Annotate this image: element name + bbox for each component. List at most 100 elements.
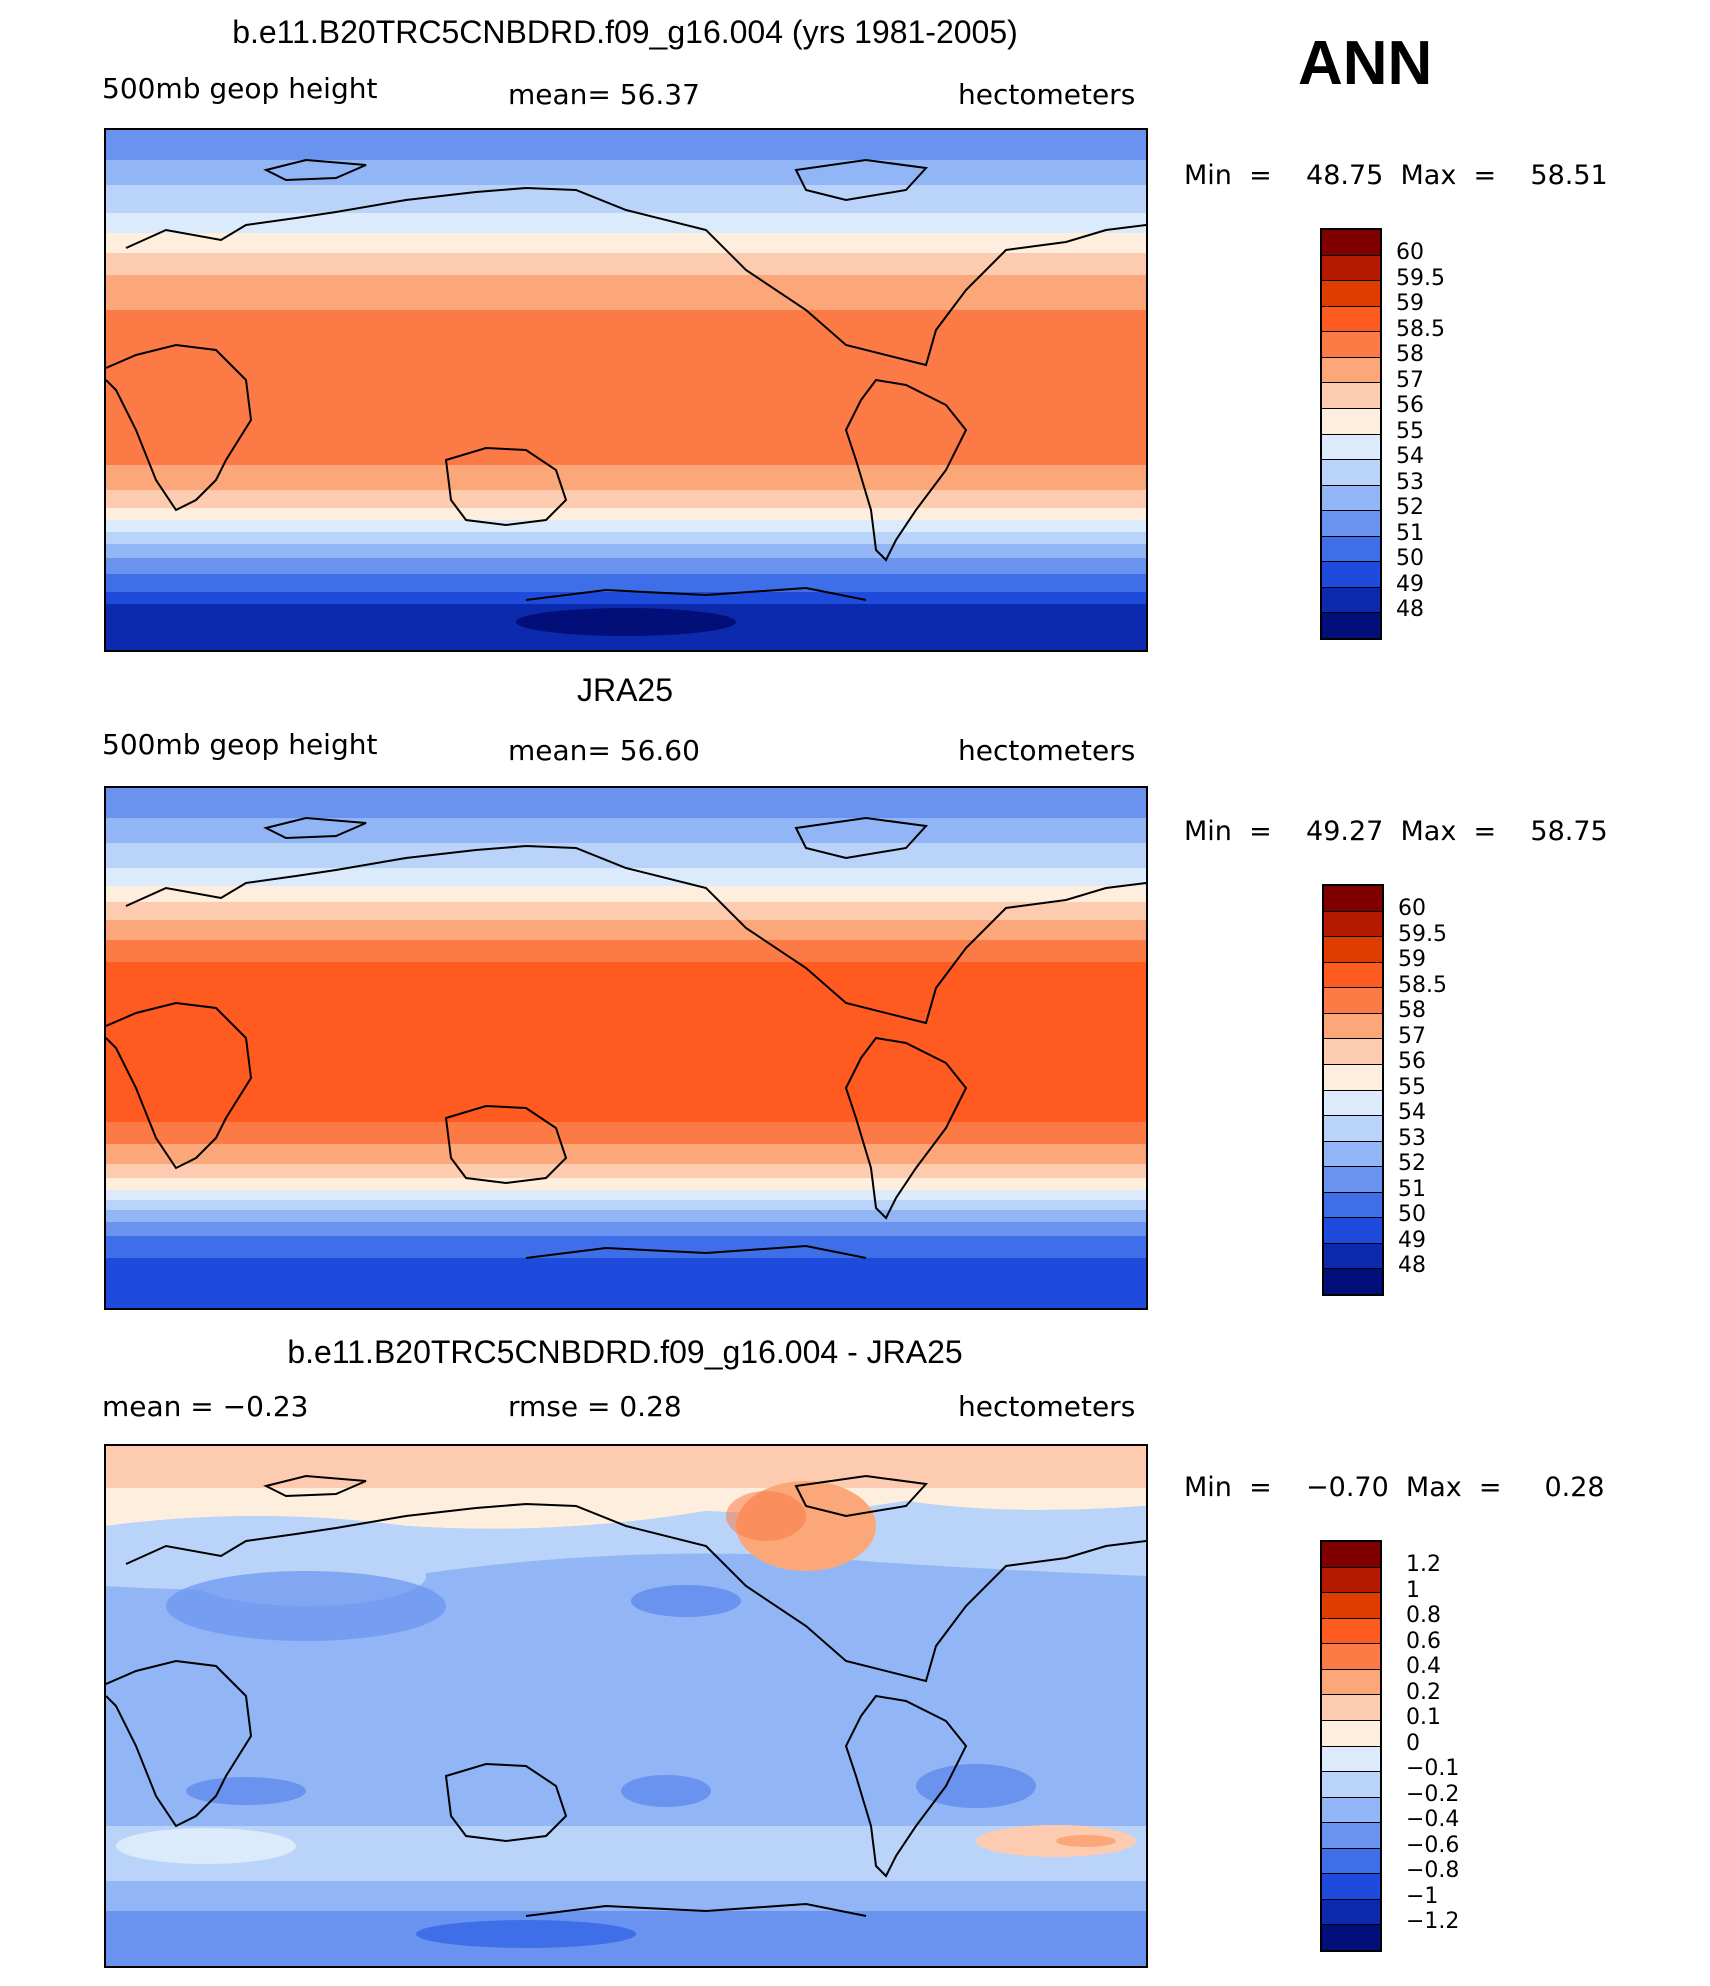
colorbar-swatch (1322, 1669, 1380, 1696)
colorbar-tick-label: 57 (1396, 367, 1424, 393)
colorbar-swatch (1324, 911, 1382, 938)
colorbar-swatch (1322, 1874, 1380, 1900)
colorbar-tick-label: 50 (1398, 1202, 1426, 1227)
colorbar-tick-label: 60 (1398, 896, 1426, 921)
colorbar-swatch (1324, 1116, 1382, 1142)
colorbar-swatch (1322, 1695, 1380, 1721)
colorbar-tick-label: −0.8 (1406, 1858, 1460, 1883)
panel-1-variable-label: 500mb geop height (102, 72, 378, 105)
panel-1-colorbar (1320, 228, 1382, 640)
panel-2-min-max: Min = 49.27 Max = 58.75 (1184, 816, 1608, 847)
panel-1-colorbar-labels: 60 59.5 59 58.5 58 57 56 55 54 53 52 51 50 49 48 (1396, 240, 1445, 623)
colorbar-tick-label: 53 (1396, 469, 1424, 495)
colorbar-tick-label: −0.6 (1406, 1832, 1460, 1858)
colorbar-swatch (1322, 1593, 1380, 1619)
colorbar-swatch (1322, 383, 1380, 409)
colorbar-tick-label: 0 (1406, 1730, 1420, 1756)
colorbar-swatch (1322, 511, 1380, 537)
colorbar-swatch (1322, 1899, 1380, 1926)
colorbar-tick-label: 56 (1396, 393, 1424, 418)
panel-3-colorbar-labels: 1.2 1 0.8 0.6 0.4 0.2 0.1 0 −0.1 −0.2 −0.4 −0.6 −0.8… (1406, 1552, 1459, 1935)
colorbar-swatch (1322, 587, 1380, 614)
panel-3-min-max: Min = −0.70 Max = 0.28 (1184, 1472, 1605, 1503)
colorbar-tick-label: 55 (1398, 1074, 1426, 1100)
colorbar-tick-label: 59 (1398, 947, 1426, 972)
panel-3-units-label: hectometers (958, 1390, 1136, 1423)
panel-1-mean-label: mean= 56.37 (508, 78, 700, 111)
panel-2-units-label: hectometers (958, 734, 1136, 767)
colorbar-tick-label: 52 (1396, 495, 1424, 520)
colorbar-swatch (1324, 1039, 1382, 1065)
colorbar-swatch (1322, 1823, 1380, 1849)
colorbar-swatch (1322, 408, 1380, 435)
colorbar-swatch (1324, 1167, 1382, 1193)
panel-3-rmse-label: rmse = 0.28 (508, 1390, 682, 1423)
colorbar-tick-label: 58 (1398, 998, 1426, 1023)
colorbar-swatch (1322, 332, 1380, 358)
colorbar-swatch (1322, 1567, 1380, 1594)
colorbar-tick-label: 50 (1396, 546, 1424, 571)
panel-1-min-max: Min = 48.75 Max = 58.51 (1184, 160, 1608, 191)
panel-2-map (104, 786, 1148, 1310)
colorbar-swatch (1324, 1013, 1382, 1040)
colorbar-swatch (1324, 1269, 1382, 1294)
panel-2-title: JRA25 (576, 672, 674, 708)
colorbar-tick-label: 51 (1396, 520, 1424, 546)
colorbar-tick-label: 58.5 (1396, 316, 1445, 342)
colorbar-tick-label: 0.2 (1406, 1679, 1441, 1705)
colorbar-swatch (1322, 255, 1380, 282)
panel-2-colorbar-labels: 60 59.5 59 58.5 58 57 56 55 54 53 52 51 50 49 48 (1398, 896, 1447, 1279)
panel-1-map (104, 128, 1148, 652)
colorbar-tick-label: 54 (1398, 1100, 1426, 1125)
colorbar-tick-label: 1 (1406, 1577, 1420, 1603)
colorbar-swatch (1322, 230, 1380, 256)
colorbar-swatch (1324, 1064, 1382, 1091)
colorbar-swatch (1324, 1141, 1382, 1168)
colorbar-tick-label: 52 (1398, 1151, 1426, 1176)
colorbar-tick-label: 57 (1398, 1023, 1426, 1049)
colorbar-tick-label: 49 (1396, 571, 1424, 597)
colorbar-swatch (1322, 460, 1380, 486)
panel-3-colorbar (1320, 1540, 1382, 1952)
colorbar-tick-label: 59.5 (1398, 921, 1447, 947)
colorbar-tick-label: 0.4 (1406, 1654, 1441, 1679)
colorbar-swatch (1322, 613, 1380, 638)
panel-1-title: b.e11.B20TRC5CNBDRD.f09_g16.004 (yrs 198… (232, 14, 1018, 50)
colorbar-tick-label: 59 (1396, 291, 1424, 316)
panel-3-mean-label: mean = −0.23 (102, 1390, 309, 1423)
colorbar-tick-label: 1.2 (1406, 1552, 1441, 1577)
colorbar-swatch (1324, 1243, 1382, 1270)
colorbar-swatch (1324, 988, 1382, 1014)
colorbar-swatch (1324, 886, 1382, 912)
colorbar-tick-label: 58.5 (1398, 972, 1447, 998)
colorbar-swatch (1322, 1848, 1380, 1875)
colorbar-tick-label: −1.2 (1406, 1909, 1460, 1934)
colorbar-swatch (1322, 306, 1380, 333)
colorbar-tick-label: −0.2 (1406, 1781, 1460, 1807)
colorbar-swatch (1322, 434, 1380, 461)
colorbar-swatch (1324, 962, 1382, 989)
colorbar-swatch (1322, 281, 1380, 307)
panel-3-title: b.e11.B20TRC5CNBDRD.f09_g16.004 - JRA25 (287, 1334, 963, 1370)
colorbar-swatch (1322, 1618, 1380, 1645)
colorbar-tick-label: 48 (1396, 597, 1424, 622)
colorbar-swatch (1322, 562, 1380, 588)
colorbar-tick-label: 58 (1396, 342, 1424, 367)
season-label: ANN (1298, 29, 1433, 98)
colorbar-tick-label: 60 (1396, 240, 1424, 265)
colorbar-swatch (1322, 1797, 1380, 1824)
colorbar-tick-label: −0.1 (1406, 1756, 1460, 1781)
panel-2-mean-label: mean= 56.60 (508, 734, 700, 767)
colorbar-swatch (1322, 1542, 1380, 1568)
colorbar-swatch (1322, 1746, 1380, 1773)
colorbar-tick-label: 0.1 (1406, 1705, 1441, 1730)
panel-1-units-label: hectometers (958, 78, 1136, 111)
colorbar-swatch (1322, 1772, 1380, 1798)
colorbar-swatch (1322, 357, 1380, 384)
panel-2-colorbar (1322, 884, 1384, 1296)
colorbar-swatch (1324, 1090, 1382, 1117)
colorbar-swatch (1324, 1218, 1382, 1244)
colorbar-tick-label: −1 (1406, 1883, 1439, 1909)
colorbar-swatch (1322, 1925, 1380, 1950)
colorbar-swatch (1322, 485, 1380, 512)
